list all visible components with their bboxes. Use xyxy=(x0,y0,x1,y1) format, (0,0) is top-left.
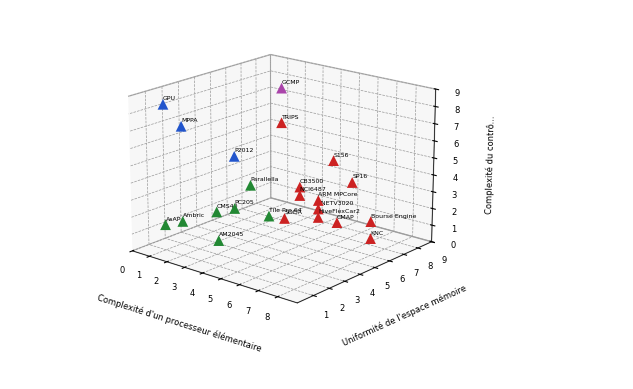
Y-axis label: Uniformité de l'espace mémoire: Uniformité de l'espace mémoire xyxy=(341,283,468,348)
X-axis label: Complexité d'un processeur élémentaire: Complexité d'un processeur élémentaire xyxy=(96,293,263,354)
